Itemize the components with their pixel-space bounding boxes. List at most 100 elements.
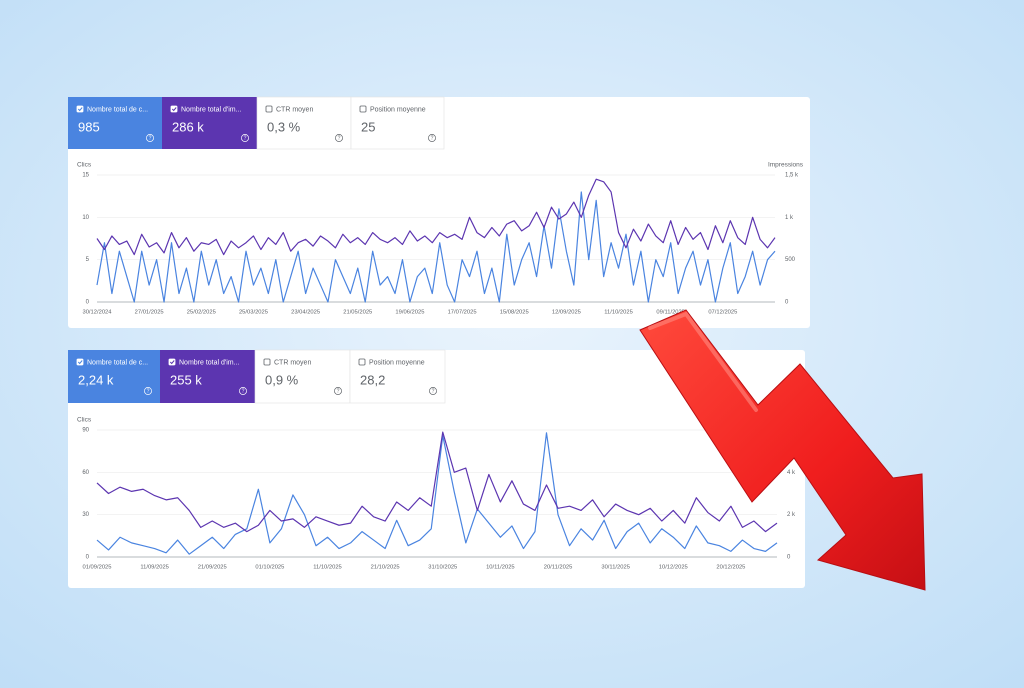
y-tick-label: 60 xyxy=(82,470,89,476)
y-tick-label: 30 xyxy=(82,512,89,518)
x-tick-label: 11/10/2025 xyxy=(313,565,342,571)
metric-label: CTR moyen xyxy=(274,359,311,366)
x-tick-label: 31/10/2025 xyxy=(428,565,457,571)
metric-label: Nombre total d'im... xyxy=(179,359,240,366)
checkbox[interactable] xyxy=(359,105,367,113)
checkbox[interactable] xyxy=(263,358,271,366)
x-tick-label: 10/12/2025 xyxy=(659,565,688,571)
y2-tick-label: 0 xyxy=(785,300,789,306)
help-icon xyxy=(335,134,343,142)
x-tick-label: 01/09/2025 xyxy=(82,565,111,571)
checkbox[interactable] xyxy=(76,358,84,366)
help-mark: ? xyxy=(149,136,152,142)
checkbox[interactable] xyxy=(168,358,176,366)
metric-tile[interactable] xyxy=(256,96,352,150)
y2-tick-label: 1 k xyxy=(785,215,794,221)
x-tick-label: 11/10/2025 xyxy=(604,310,633,316)
metric-tile[interactable] xyxy=(254,349,351,404)
y-tick-label: 0 xyxy=(86,555,90,561)
help-mark: ? xyxy=(242,389,245,395)
x-tick-label: 23/04/2025 xyxy=(291,310,320,316)
x-tick-label: 20/11/2025 xyxy=(544,565,573,571)
x-tick-label: 17/07/2025 xyxy=(448,310,477,316)
y2-axis-title: Impressions xyxy=(768,162,804,169)
checkbox[interactable] xyxy=(76,105,84,113)
metric-label: Nombre total de c... xyxy=(87,359,148,366)
metric-value: 0,3 % xyxy=(267,119,301,134)
metric-tile[interactable] xyxy=(160,350,255,403)
checkbox[interactable] xyxy=(170,105,178,113)
panel xyxy=(68,97,810,328)
down-arrow xyxy=(639,309,926,591)
x-tick-label: 12/09/2025 xyxy=(552,310,581,316)
metric-value: 286 k xyxy=(172,119,204,134)
x-tick-label: 01/10/2025 xyxy=(255,565,284,571)
metric-tile[interactable] xyxy=(350,96,445,150)
y-tick-label: 0 xyxy=(86,300,90,306)
series-line xyxy=(96,432,778,555)
help-mark: ? xyxy=(431,136,434,142)
series-line xyxy=(96,178,776,256)
charts: Nombre total de c... 985? Nombre total d'i… xyxy=(68,96,810,588)
metric-value: 2,24 k xyxy=(78,372,114,387)
check-mark xyxy=(77,107,83,112)
x-tick-label: 21/09/2025 xyxy=(198,565,227,571)
metric-value: 28,2 xyxy=(360,372,385,387)
checkbox[interactable] xyxy=(358,358,366,366)
y2-tick-label: 0 xyxy=(787,555,791,561)
help-mark: ? xyxy=(432,389,435,395)
metric-tile[interactable] xyxy=(349,349,446,404)
metric-tile[interactable] xyxy=(162,97,257,149)
x-tick-label: 30/12/2024 xyxy=(82,310,112,316)
check-mark xyxy=(77,360,83,365)
series-line xyxy=(96,191,776,303)
y-axis-title: Clics xyxy=(77,417,92,424)
x-tick-label: 19/06/2025 xyxy=(395,310,424,316)
help-icon xyxy=(334,387,342,395)
metric-label: CTR moyen xyxy=(276,106,313,113)
help-icon xyxy=(239,387,247,395)
x-tick-label: 11/09/2025 xyxy=(140,565,169,571)
metric-label: Position moyenne xyxy=(370,106,426,113)
checkbox[interactable] xyxy=(265,105,273,113)
y-tick-label: 5 xyxy=(86,257,90,263)
arrow-highlight xyxy=(648,311,758,412)
help-mark: ? xyxy=(244,136,247,142)
metric-label: Position moyenne xyxy=(369,359,425,366)
y2-tick-label: 1,5 k xyxy=(785,173,799,179)
y-tick-label: 90 xyxy=(82,428,89,434)
x-tick-label: 10/11/2025 xyxy=(486,565,515,571)
check-mark xyxy=(169,360,175,365)
help-icon xyxy=(146,134,154,142)
metric-tile[interactable] xyxy=(68,350,160,403)
help-icon xyxy=(241,134,249,142)
y-tick-label: 10 xyxy=(82,215,89,221)
x-tick-label: 27/01/2025 xyxy=(135,310,164,316)
x-tick-label: 07/12/2025 xyxy=(708,310,737,316)
x-tick-label: 20/12/2025 xyxy=(716,565,745,571)
x-tick-label: 25/03/2025 xyxy=(239,310,268,316)
help-icon xyxy=(429,387,437,395)
x-tick-label: 15/08/2025 xyxy=(500,310,529,316)
help-icon xyxy=(144,387,152,395)
help-mark: ? xyxy=(337,389,340,395)
check-mark xyxy=(171,107,177,112)
metric-tile[interactable] xyxy=(68,97,162,149)
x-tick-label: 30/11/2025 xyxy=(601,565,630,571)
x-tick-label: 09/11/2025 xyxy=(656,310,685,316)
series-line xyxy=(96,431,778,533)
metric-value: 25 xyxy=(361,119,375,134)
x-tick-label: 21/05/2025 xyxy=(343,310,372,316)
metric-value: 985 xyxy=(78,119,100,134)
x-tick-label: 21/10/2025 xyxy=(371,565,400,571)
help-mark: ? xyxy=(338,136,341,142)
y-axis-title: Clics xyxy=(77,162,92,169)
metric-label: Nombre total d'im... xyxy=(181,106,242,113)
metric-label: Nombre total de c... xyxy=(87,106,148,113)
y2-tick-label: 500 xyxy=(785,257,796,263)
x-tick-label: 25/02/2025 xyxy=(187,310,216,316)
y2-tick-label: 2 k xyxy=(787,512,796,518)
y2-tick-label: 4 k xyxy=(787,470,796,476)
